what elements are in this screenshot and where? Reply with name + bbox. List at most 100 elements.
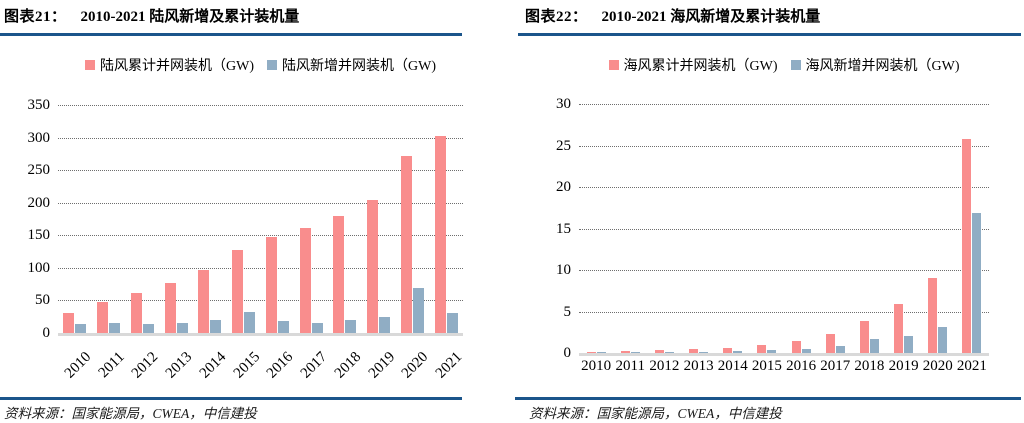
new-capacity-bar xyxy=(630,352,640,353)
gridline xyxy=(58,105,463,106)
legend-series-label: 海风新增并网装机（GW) xyxy=(805,59,960,74)
figure-22-title-rule xyxy=(518,33,1021,36)
new-capacity-bar xyxy=(446,313,458,333)
new-capacity-bar xyxy=(767,350,777,353)
y-axis-tick-label: 20 xyxy=(556,179,571,195)
x-axis-category-label: 2014 xyxy=(717,358,748,374)
cumulative-bar xyxy=(825,334,835,353)
figure-22-title-row: 图表22： 2010-2021 海风新增及累计装机量 xyxy=(525,5,1020,26)
legend-item: 陆风新增并网装机（GW) xyxy=(267,55,436,75)
y-axis-tick-label: 10 xyxy=(556,262,571,278)
cumulative-bar xyxy=(164,283,176,333)
figure-21-label: 图表21： xyxy=(4,9,67,25)
x-axis-category-label: 2015 xyxy=(230,349,263,382)
gridline xyxy=(58,170,463,172)
figure-22-panel: 图表22： 2010-2021 海风新增及累计装机量 海风累计并网装机（GW) 海风… xyxy=(512,0,1024,423)
x-axis-category-label: 2011 xyxy=(95,349,128,382)
gridline xyxy=(58,137,463,139)
chart-legend: 陆风累计并网装机（GW) 陆风新增并网装机（GW) xyxy=(58,54,463,76)
gridline xyxy=(58,202,463,204)
figure-21-source-rule xyxy=(0,397,462,400)
cumulative-bar xyxy=(859,321,869,353)
legend-swatch-icon xyxy=(85,60,95,70)
cumulative-bar xyxy=(689,349,699,353)
x-axis-line xyxy=(579,353,989,356)
x-axis-category-label: 2010 xyxy=(61,349,95,382)
onshore-wind-bar-chart: 陆风累计并网装机（GW) 陆风新增并网装机（GW) 0 50 100 150 200 250 3… xyxy=(27,54,466,382)
y-axis-tick-label: 150 xyxy=(27,227,51,244)
new-capacity-bar xyxy=(835,346,845,353)
cumulative-bar xyxy=(130,293,142,333)
new-capacity-bar xyxy=(699,352,709,353)
x-axis-category-label: 2013 xyxy=(162,349,196,382)
gridline xyxy=(579,145,989,147)
y-axis-tick-label: 300 xyxy=(27,129,51,146)
y-axis-tick-label: 0 xyxy=(42,325,51,341)
cumulative-bar xyxy=(232,250,244,333)
x-axis-category-label: 2021 xyxy=(432,349,466,382)
new-capacity-bar xyxy=(904,336,914,353)
legend-swatch-icon xyxy=(608,60,619,70)
new-capacity-bar xyxy=(379,317,391,333)
figure-22-source-note: 资料来源：国家能源局，CWEA，中信建投 xyxy=(529,406,782,421)
figure-22-title: 2010-2021 海风新增及累计装机量 xyxy=(601,9,821,25)
x-axis-category-label: 2020 xyxy=(922,358,953,374)
x-axis-category-label: 2019 xyxy=(365,349,398,382)
cumulative-bar xyxy=(962,139,972,353)
cumulative-bar xyxy=(299,228,311,333)
y-axis-tick-label: 100 xyxy=(27,259,51,276)
gridline xyxy=(579,270,989,271)
cumulative-bar xyxy=(265,237,277,333)
new-capacity-bar xyxy=(412,288,424,333)
legend-item: 海风新增并网装机（GW) xyxy=(790,55,960,75)
x-axis-category-label: 2021 xyxy=(956,358,987,374)
figure-22-label: 图表22： xyxy=(525,9,588,25)
new-capacity-bar xyxy=(801,349,811,353)
x-axis-category-label: 2010 xyxy=(581,358,612,374)
x-axis-category-label: 2011 xyxy=(615,358,645,374)
figure-21-title: 2010-2021 陆风新增及累计装机量 xyxy=(80,9,300,25)
gridline xyxy=(58,300,463,302)
new-capacity-bar xyxy=(277,321,289,333)
cumulative-bar xyxy=(586,352,596,353)
x-axis-category-label: 2016 xyxy=(786,358,817,374)
gridline xyxy=(579,187,989,188)
figure-21-panel: 图表21： 2010-2021 陆风新增及累计装机量 陆风累计并网装机（GW) 陆风… xyxy=(0,9,466,421)
y-axis-tick-label: 350 xyxy=(27,97,51,113)
legend-item: 海风累计并网装机（GW) xyxy=(608,55,778,75)
cumulative-bar xyxy=(63,313,75,333)
cumulative-bar xyxy=(654,350,664,353)
legend-swatch-icon xyxy=(790,60,801,70)
y-axis-tick-label: 25 xyxy=(556,137,571,154)
gridline xyxy=(579,104,989,105)
x-axis-category-label: 2016 xyxy=(264,349,297,382)
gridline xyxy=(579,228,989,230)
x-axis-category-label: 2013 xyxy=(683,358,714,374)
figure-21-title-rule xyxy=(0,33,462,36)
cumulative-bar xyxy=(791,341,801,353)
chart-legend: 海风累计并网装机（GW) 海风新增并网装机（GW) xyxy=(579,54,989,76)
x-axis-line xyxy=(58,333,463,336)
new-capacity-bar xyxy=(938,327,948,353)
y-axis-tick-label: 15 xyxy=(556,220,571,237)
new-capacity-bar xyxy=(75,324,87,333)
new-capacity-bar xyxy=(176,323,188,333)
y-axis-tick-label: 0 xyxy=(563,345,572,361)
cumulative-bar xyxy=(434,136,446,333)
cumulative-bar xyxy=(367,200,379,333)
figure-21-source-note: 资料来源：国家能源局，CWEA，中信建投 xyxy=(4,406,257,421)
cumulative-bar xyxy=(333,216,345,333)
x-axis-category-label: 2020 xyxy=(399,349,432,382)
x-axis-category-label: 2018 xyxy=(331,349,365,382)
y-axis-tick-label: 5 xyxy=(563,303,572,320)
new-capacity-bar xyxy=(733,351,743,353)
gridline xyxy=(58,235,463,237)
cumulative-bar xyxy=(757,345,767,353)
legend-series-label: 陆风新增并网装机（GW) xyxy=(282,59,436,74)
new-capacity-bar xyxy=(596,352,606,353)
legend-series-label: 陆风累计并网装机（GW) xyxy=(100,59,254,74)
x-axis-category-label: 2019 xyxy=(888,358,919,374)
cumulative-bar xyxy=(928,278,938,353)
new-capacity-bar xyxy=(311,323,323,333)
